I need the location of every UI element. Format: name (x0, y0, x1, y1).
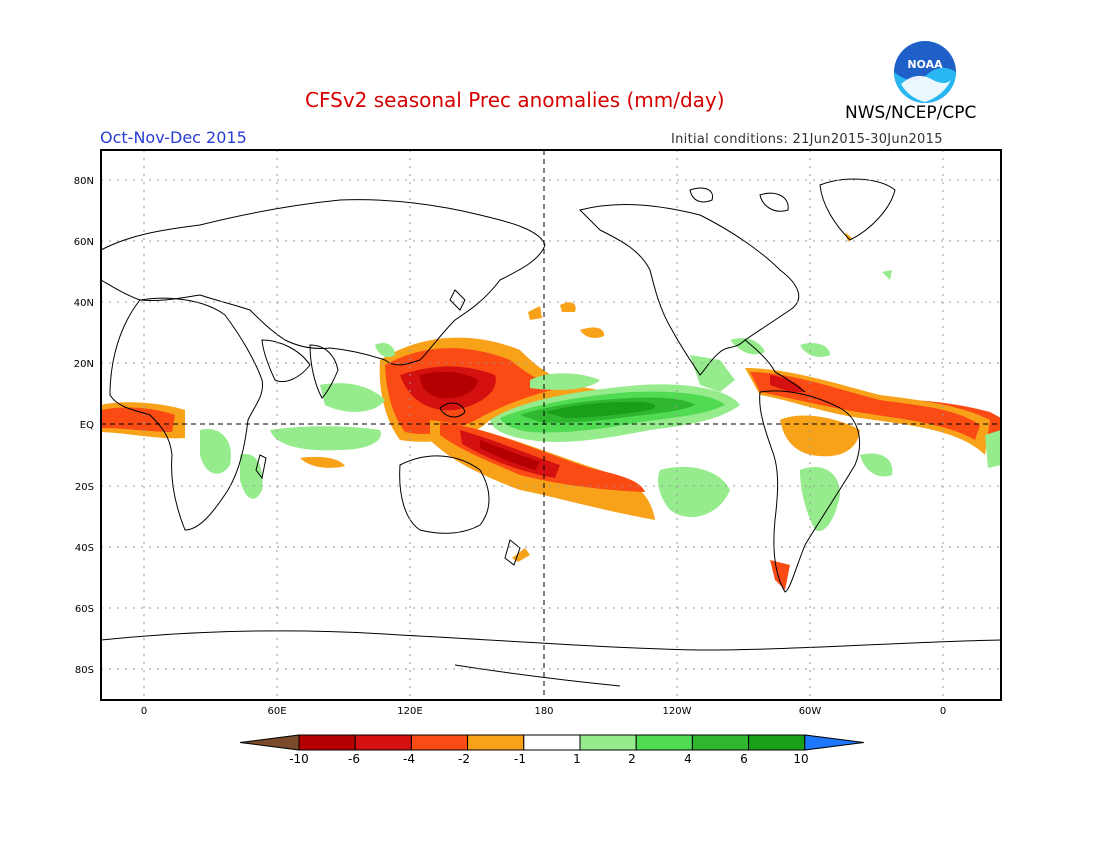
agency-label: NWS/NCEP/CPC (845, 103, 977, 123)
colorbar-label: 4 (684, 752, 692, 766)
colorbar-labels: -10 -6 -4 -2 -1 1 2 4 6 10 (289, 752, 808, 766)
lon-label: 60W (799, 706, 822, 717)
colorbar-label: -6 (348, 752, 360, 766)
colorbar-swatch (635, 734, 693, 751)
colorbar-label: 10 (793, 752, 808, 766)
lat-label: 20S (75, 482, 94, 493)
lon-label: 0 (141, 706, 147, 717)
colorbar-swatch (467, 734, 525, 751)
logo-text: NOAA (907, 58, 943, 71)
longitude-labels: 0 60E 120E 180 120W 60W 0 (141, 706, 946, 717)
colorbar-swatch (579, 734, 637, 751)
noaa-logo: NOAA (894, 41, 956, 103)
colorbar-swatch (410, 734, 469, 751)
grid-lines (101, 150, 1001, 700)
colorbar-swatch (298, 734, 356, 751)
lon-label: 60E (267, 706, 286, 717)
colorbar-swatch (748, 734, 806, 751)
colorbar-label: 1 (573, 752, 581, 766)
coastlines (101, 178, 1001, 687)
lat-label: 80S (75, 665, 94, 676)
period-label: Oct-Nov-Dec 2015 (100, 128, 247, 147)
colorbar-label: -1 (514, 752, 526, 766)
colorbar-label: -4 (403, 752, 415, 766)
lat-label: 60N (74, 237, 94, 248)
lon-label: 0 (940, 706, 946, 717)
lon-label: 120W (663, 706, 692, 717)
colorbar-swatch (354, 734, 412, 751)
initial-conditions-label: Initial conditions: 21Jun2015-30Jun2015 (671, 132, 943, 147)
lat-label: 40N (74, 298, 94, 309)
lat-label: 80N (74, 176, 94, 187)
colorbar-label: -10 (289, 752, 309, 766)
latitude-labels: 80N 60N 40N 20N EQ 20S 40S 60S 80S (74, 176, 94, 676)
colorbar-label: 6 (740, 752, 748, 766)
colorbar-arrow-left (239, 734, 300, 751)
colorbar-swatch (691, 734, 750, 751)
lat-label: EQ (80, 420, 94, 431)
colorbar-arrow-right (804, 734, 864, 751)
colorbar-label: -2 (458, 752, 470, 766)
lat-label: 40S (75, 543, 94, 554)
lon-label: 180 (534, 706, 553, 717)
reference-lines (101, 150, 1001, 700)
map-title: CFSv2 seasonal Prec anomalies (mm/day) (305, 88, 725, 112)
lat-label: 20N (74, 359, 94, 370)
lon-label: 120E (397, 706, 422, 717)
lat-label: 60S (75, 604, 94, 615)
colorbar-swatch (523, 734, 581, 751)
colorbar-label: 2 (628, 752, 636, 766)
map-frame (100, 149, 1002, 701)
colorbar-swatches (239, 734, 864, 751)
